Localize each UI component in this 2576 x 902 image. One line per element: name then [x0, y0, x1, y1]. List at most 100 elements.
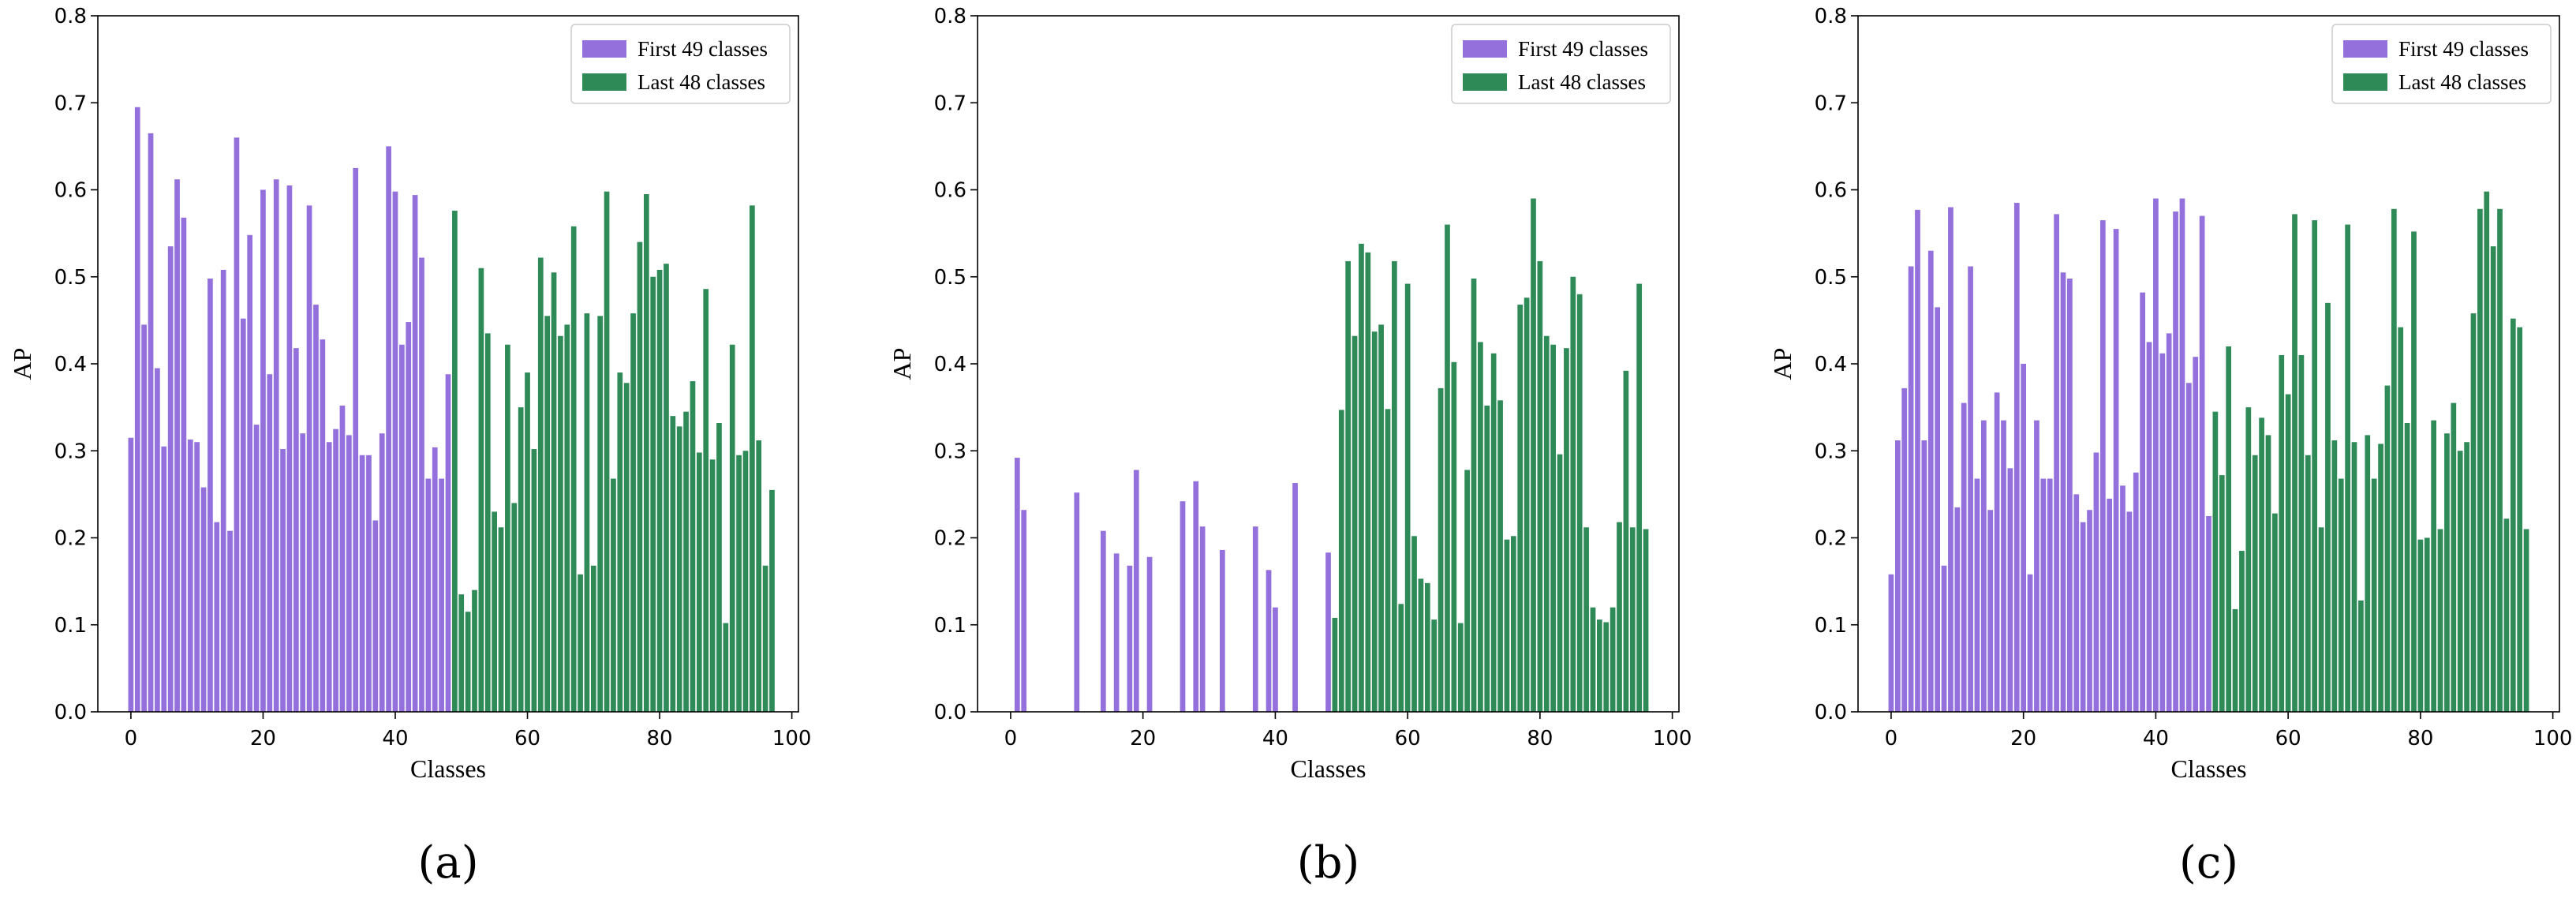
bar-first-class-43 [2173, 211, 2178, 712]
bar-first-class-2 [1021, 510, 1027, 712]
bar-first-class-23 [280, 449, 286, 712]
bar-last-class-88 [1590, 607, 1596, 712]
bar-first-class-40 [1273, 607, 1278, 712]
bar-last-class-60 [1404, 283, 1411, 712]
legend-swatch-last [582, 73, 626, 91]
bar-last-class-67 [1451, 361, 1457, 712]
bar-first-class-34 [2113, 229, 2119, 712]
bar-first-class-21 [2027, 574, 2033, 712]
bar-first-class-32 [339, 405, 346, 712]
y-tick-label: 0.1 [934, 614, 966, 638]
bar-last-class-82 [1550, 344, 1557, 712]
y-tick-label: 0.2 [1815, 527, 1847, 551]
legend: First 49 classes Last 48 classes [2331, 24, 2552, 104]
y-tick-label: 0.1 [1815, 614, 1847, 638]
y-tick-label: 0.0 [1815, 701, 1847, 724]
bar-last-class-62 [1418, 578, 1424, 712]
bar-last-class-65 [1438, 387, 1444, 712]
x-axis-title: Classes [1291, 754, 1367, 783]
bar-last-class-88 [709, 459, 716, 712]
bar-first-class-27 [2067, 278, 2073, 713]
bar-last-class-80 [1537, 260, 1543, 712]
bar-first-class-28 [1193, 481, 1199, 712]
x-tick-label: 60 [1395, 727, 1421, 750]
bar-last-class-50 [2219, 475, 2225, 712]
chart-panel-c: 0.0 0.1 0.2 0.3 0.4 0.5 0.6 0.7 0.8 0 20 40 60 80 100 C… [1768, 5, 2572, 889]
bar-last-class-52 [472, 589, 477, 712]
bar-first-class-39 [2146, 342, 2152, 712]
bar-last-class-58 [511, 503, 518, 712]
bar-first-class-45 [2185, 383, 2192, 712]
bar-last-class-51 [465, 612, 471, 712]
bar-last-class-93 [1623, 370, 1629, 712]
bar-first-class-10 [1074, 492, 1080, 712]
bar-last-class-57 [2265, 435, 2271, 712]
bar-last-class-50 [1338, 410, 1344, 712]
bar-last-class-78 [643, 194, 649, 712]
bar-last-class-77 [1517, 305, 1524, 712]
bar-last-class-49 [452, 210, 458, 713]
bar-last-class-76 [2391, 208, 2397, 712]
bar-last-class-55 [2252, 455, 2258, 712]
legend: First 49 classes Last 48 classes [1451, 24, 1671, 104]
bar-last-class-89 [1597, 619, 1602, 712]
bar-first-class-37 [372, 520, 379, 712]
bar-last-class-49 [2212, 411, 2219, 712]
bar-first-class-5 [1921, 440, 1927, 712]
bar-first-class-9 [1948, 207, 1953, 712]
bar-last-class-70 [2351, 442, 2357, 712]
bar-first-class-14 [220, 269, 226, 712]
bar-first-class-43 [1292, 483, 1298, 712]
y-axis-title: AP [1768, 348, 1796, 380]
y-tick-label: 0.5 [54, 266, 87, 290]
y-tick-label: 0.4 [1815, 353, 1847, 376]
y-tick-label: 0.7 [54, 92, 87, 115]
legend-swatch-first [2343, 40, 2387, 58]
bar-last-class-90 [1603, 622, 1610, 712]
y-axis-title: AP [888, 348, 916, 380]
bar-first-class-13 [214, 522, 220, 712]
bar-last-class-71 [1478, 342, 1483, 712]
bar-last-class-49 [1332, 617, 1338, 712]
bar-last-class-61 [1411, 536, 1417, 712]
bar-first-class-8 [1941, 565, 1947, 712]
bar-first-class-36 [2126, 511, 2133, 712]
x-tick-label: 60 [2275, 727, 2301, 750]
y-tick-label: 0.7 [934, 92, 966, 115]
x-tick-label: 80 [2407, 727, 2433, 750]
y-tick-label: 0.5 [1815, 266, 1847, 290]
panel-label-c: (c) [2179, 837, 2238, 889]
legend-label-last: Last 48 classes [1518, 70, 1646, 94]
legend-label-first: First 49 classes [2398, 37, 2529, 61]
bar-last-class-64 [551, 272, 557, 712]
bar-last-class-89 [2477, 208, 2483, 712]
bar-last-class-74 [1497, 400, 1503, 712]
y-axis-title: AP [8, 348, 36, 380]
bar-last-class-53 [478, 268, 484, 713]
bar-first-class-2 [141, 324, 147, 712]
chart-panel-a: 0.0 0.1 0.2 0.3 0.4 0.5 0.6 0.7 0.8 0 20 40 60 80 100 C… [8, 5, 811, 889]
bar-last-class-72 [2365, 435, 2371, 712]
bar-first-class-11 [1961, 402, 1967, 712]
panel-label-b: (b) [1297, 837, 1360, 889]
bar-first-class-48 [1325, 552, 1331, 712]
bar-first-class-27 [306, 205, 312, 713]
bar-last-class-53 [1359, 243, 1364, 712]
bar-last-class-82 [670, 416, 676, 712]
bar-last-class-77 [637, 241, 643, 712]
bar-last-class-95 [1636, 283, 1643, 712]
legend: First 49 classes Last 48 classes [570, 24, 791, 104]
bar-last-class-79 [650, 276, 656, 712]
bar-last-class-95 [756, 440, 762, 712]
bar-last-class-83 [676, 426, 682, 712]
bar-last-class-89 [716, 422, 722, 712]
y-tick-label: 0.0 [934, 701, 966, 724]
bar-last-class-87 [703, 289, 709, 712]
bar-last-class-59 [2279, 354, 2285, 712]
bar-first-class-32 [2099, 220, 2106, 713]
y-tick-label: 0.0 [54, 701, 87, 724]
bar-last-class-56 [1378, 324, 1384, 712]
bar-last-class-57 [1385, 409, 1391, 712]
bar-last-class-86 [2457, 451, 2463, 712]
